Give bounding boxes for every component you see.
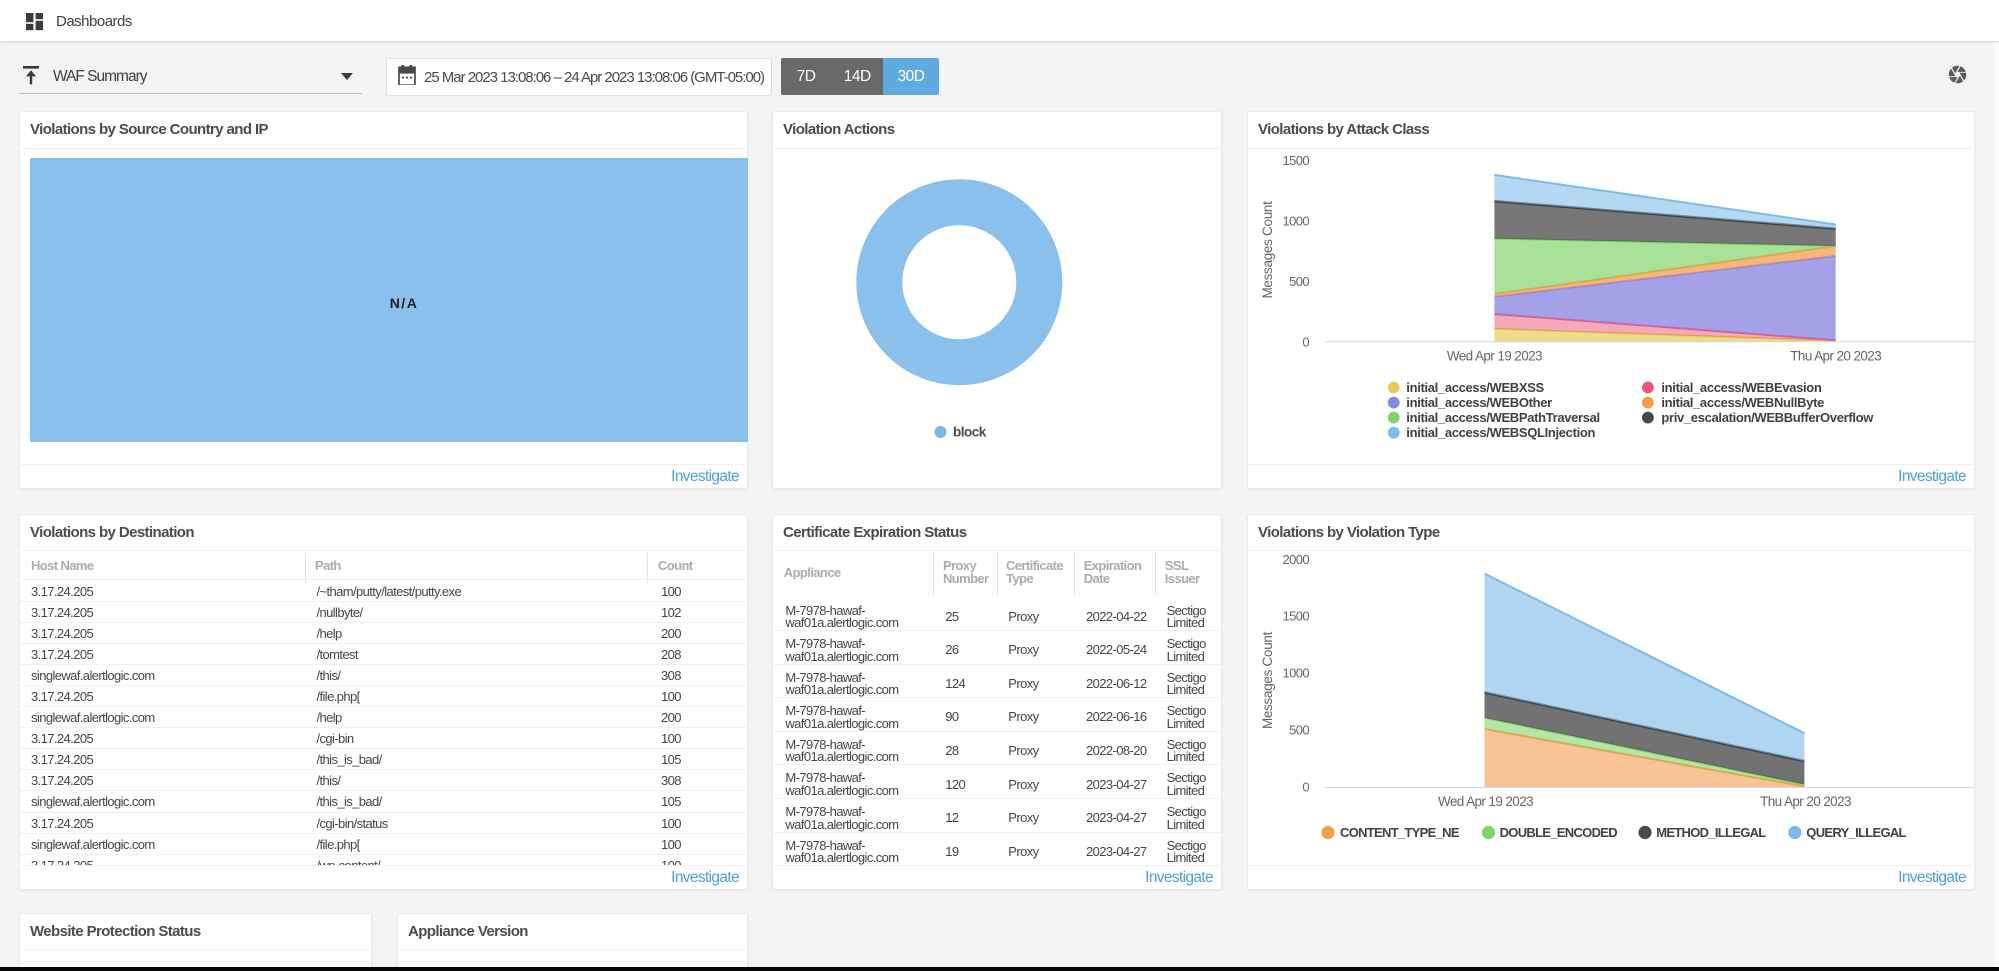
svg-text:QUERY_ILLEGAL: QUERY_ILLEGAL <box>1806 825 1906 840</box>
svg-text:CONTENT_TYPE_NE: CONTENT_TYPE_NE <box>1340 825 1460 840</box>
svg-text:1500: 1500 <box>1282 608 1309 623</box>
svg-text:DOUBLE_ENCODED: DOUBLE_ENCODED <box>1500 825 1618 840</box>
svg-text:initial_access/WEBSQLInjection: initial_access/WEBSQLInjection <box>1406 425 1595 440</box>
svg-text:500: 500 <box>1289 274 1309 289</box>
svg-text:METHOD_ILLEGAL: METHOD_ILLEGAL <box>1656 825 1766 840</box>
svg-text:1000: 1000 <box>1282 213 1309 228</box>
svg-text:Wed Apr 19 2023: Wed Apr 19 2023 <box>1447 349 1542 364</box>
svg-text:2000: 2000 <box>1282 551 1309 566</box>
svg-text:initial_access/WEBXSS: initial_access/WEBXSS <box>1406 380 1544 395</box>
svg-text:Wed Apr 19 2023: Wed Apr 19 2023 <box>1438 794 1533 809</box>
svg-text:initial_access/WEBPathTraversa: initial_access/WEBPathTraversal <box>1406 410 1600 425</box>
svg-text:priv_escalation/WEBBufferOverf: priv_escalation/WEBBufferOverflow <box>1661 410 1874 425</box>
svg-text:500: 500 <box>1289 722 1309 737</box>
svg-text:Messages Count: Messages Count <box>1260 631 1275 729</box>
svg-text:Messages Count: Messages Count <box>1260 201 1275 299</box>
svg-text:block: block <box>953 425 987 440</box>
svg-text:Thu Apr 20 2023: Thu Apr 20 2023 <box>1790 349 1881 364</box>
svg-text:0: 0 <box>1302 335 1309 350</box>
svg-text:initial_access/WEBOther: initial_access/WEBOther <box>1406 395 1552 410</box>
svg-text:1000: 1000 <box>1282 665 1309 680</box>
svg-text:initial_access/WEBNullByte: initial_access/WEBNullByte <box>1661 395 1824 410</box>
svg-text:0: 0 <box>1302 779 1309 794</box>
svg-text:1500: 1500 <box>1282 153 1309 168</box>
svg-text:initial_access/WEBEvasion: initial_access/WEBEvasion <box>1661 380 1821 395</box>
svg-text:Thu Apr 20 2023: Thu Apr 20 2023 <box>1760 794 1851 809</box>
